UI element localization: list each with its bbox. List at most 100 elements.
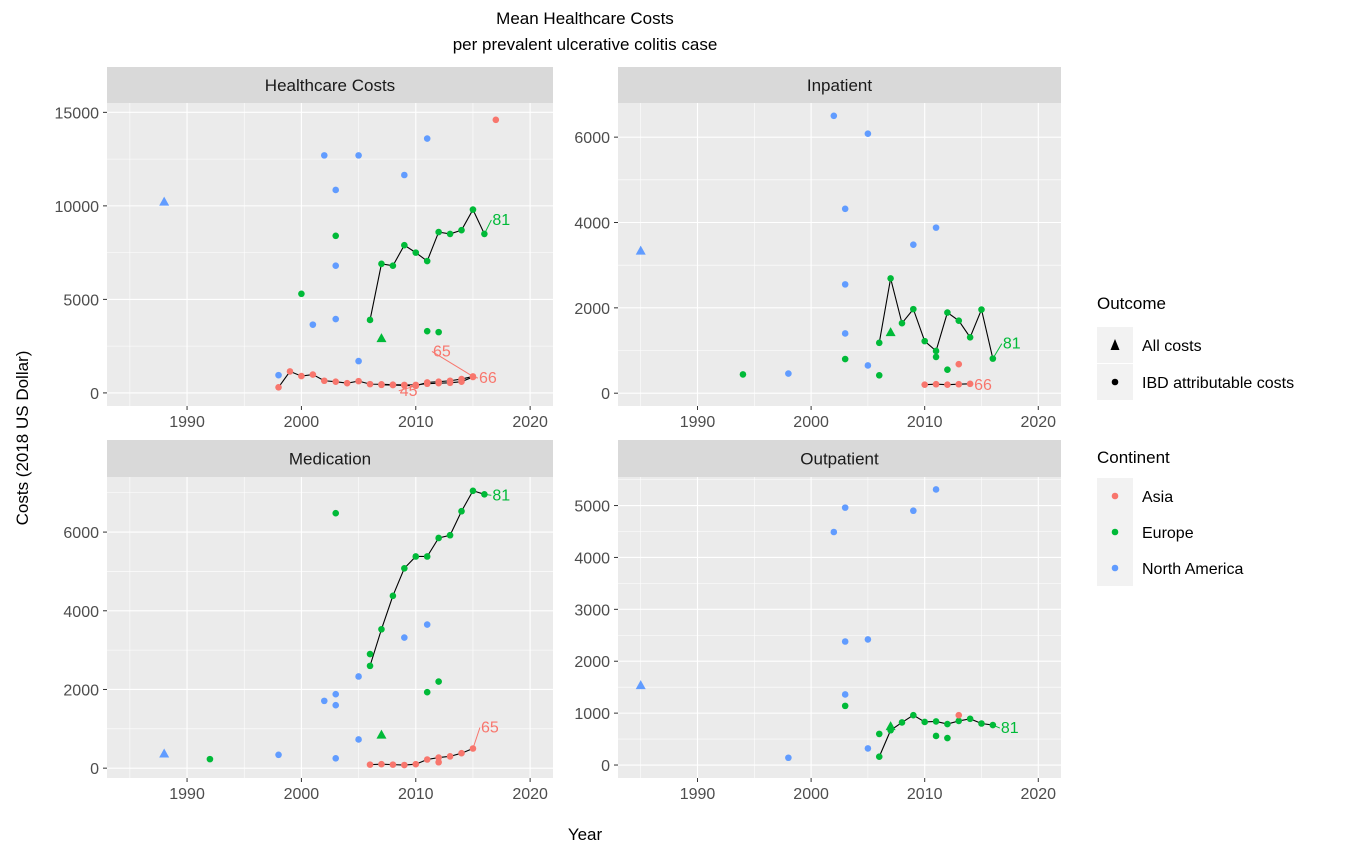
y-tick-label: 1000 — [574, 706, 610, 723]
data-point — [355, 357, 362, 365]
data-point — [275, 371, 282, 379]
data-point — [785, 754, 792, 762]
panel-background — [618, 477, 1061, 778]
chart-title-line1: Mean Healthcare Costs — [496, 9, 674, 28]
data-point — [298, 372, 305, 380]
data-point — [366, 650, 374, 658]
panel-background — [618, 103, 1061, 406]
data-point — [423, 327, 431, 335]
legend-continent-europe: Europe — [1142, 525, 1194, 542]
data-point — [446, 230, 454, 238]
data-point — [932, 380, 940, 388]
data-point — [955, 317, 963, 324]
data-point — [286, 368, 294, 375]
data-point — [955, 360, 963, 368]
data-point — [435, 758, 442, 766]
x-tick-label: 2020 — [512, 414, 548, 431]
y-tick-label: 4000 — [574, 550, 610, 567]
data-point — [332, 186, 340, 194]
y-tick-label: 0 — [601, 758, 610, 775]
y-tick-label: 6000 — [574, 130, 610, 147]
data-point-triangle — [376, 729, 387, 739]
panel-strip — [618, 440, 1061, 477]
data-point — [309, 371, 317, 378]
panel-medication: Medication 1990 2000 2010 2020 0 2000 4000 6000 8… — [63, 440, 553, 803]
data-point-triangle — [159, 196, 170, 206]
y-axis-title: Costs (2018 US Dollar) — [13, 351, 32, 526]
data-point — [978, 306, 985, 313]
data-point — [492, 116, 500, 124]
data-point — [401, 171, 408, 179]
data-point-triangle — [159, 748, 170, 758]
panel-strip-title: Outpatient — [800, 450, 879, 469]
data-point — [910, 507, 917, 515]
y-tick-label: 6000 — [63, 525, 99, 542]
data-point — [955, 717, 963, 725]
data-point — [275, 383, 282, 391]
x-axis-title: Year — [568, 825, 603, 844]
panel-strip — [618, 67, 1061, 103]
data-point — [389, 592, 397, 600]
legend-outcome-title: Outcome — [1097, 294, 1166, 313]
x-tick-label: 2020 — [512, 786, 548, 803]
x-tick-label: 2000 — [284, 786, 320, 803]
y-tick-label: 0 — [90, 761, 99, 778]
data-point — [332, 509, 340, 517]
data-point — [389, 761, 397, 768]
data-label: 81 — [492, 212, 510, 229]
legend-outcome-all-costs: All costs — [1142, 338, 1202, 355]
data-point — [910, 711, 917, 719]
data-point — [944, 381, 951, 388]
x-tick-label: 2020 — [1020, 414, 1056, 431]
data-point — [332, 232, 340, 240]
data-point — [435, 534, 442, 542]
data-point — [401, 761, 408, 769]
data-point — [298, 290, 305, 298]
data-point — [864, 745, 872, 752]
data-point — [355, 152, 362, 159]
data-label: 66 — [974, 377, 992, 394]
data-point — [875, 730, 883, 738]
y-tick-label: 5000 — [63, 292, 99, 309]
x-tick-label: 2000 — [793, 414, 829, 431]
panel-strip-title: Medication — [289, 450, 371, 469]
data-point-triangle — [376, 333, 387, 343]
legend-outcome-ibd: IBD attributable costs — [1142, 375, 1294, 392]
data-point — [875, 339, 883, 347]
legend-continent-asia: Asia — [1142, 489, 1173, 506]
data-point — [469, 373, 477, 380]
data-point — [932, 224, 940, 231]
data-point — [332, 755, 340, 762]
data-point — [841, 281, 849, 288]
data-point — [412, 553, 420, 560]
data-label: 81 — [1001, 720, 1019, 737]
data-point — [309, 321, 317, 328]
data-label: 65 — [481, 719, 499, 736]
data-point — [898, 719, 906, 726]
legend: Outcome All costs IBD attributable costs… — [1097, 294, 1294, 586]
data-point — [932, 353, 940, 361]
data-point — [932, 347, 940, 355]
data-point — [389, 262, 397, 270]
data-point — [841, 504, 849, 511]
data-point — [332, 690, 340, 698]
data-point — [423, 135, 431, 142]
data-point — [944, 734, 951, 742]
data-point — [978, 720, 985, 727]
y-tick-label: 15000 — [55, 105, 100, 122]
data-point — [355, 736, 362, 743]
data-point — [921, 718, 928, 726]
y-tick-label: 0 — [90, 386, 99, 403]
data-point — [378, 625, 385, 633]
data-label: 45 — [400, 383, 418, 400]
data-point — [864, 362, 872, 369]
data-point — [841, 638, 849, 645]
data-point — [423, 688, 431, 696]
data-point — [355, 377, 362, 385]
data-point — [932, 486, 940, 493]
data-point — [446, 377, 454, 385]
panel-background — [107, 477, 553, 778]
data-point — [366, 662, 374, 670]
data-label: 81 — [1003, 336, 1021, 353]
legend-circle-icon — [1111, 378, 1119, 386]
